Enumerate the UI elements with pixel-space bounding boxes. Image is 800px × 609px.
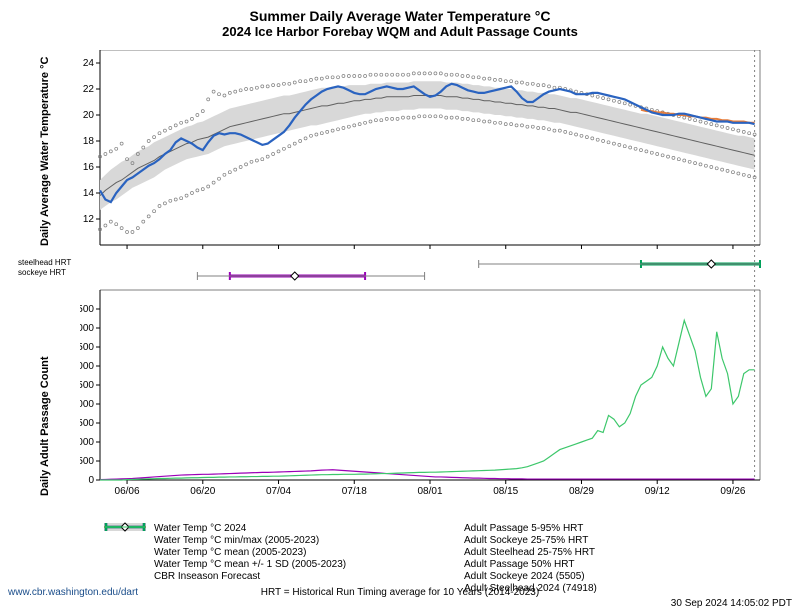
footer-url: www.cbr.washington.edu/dart: [8, 587, 138, 598]
svg-text:18: 18: [83, 136, 95, 147]
svg-text:500: 500: [80, 456, 94, 467]
chart-subtitle: 2024 Ice Harbor Forebay WQM and Adult Pa…: [0, 24, 800, 39]
chart-svg: 12 14 16 18 20 22 24 0 500 1000 1500 2000 2500 3000 35…: [80, 50, 770, 510]
legend-label: Adult Sockeye 25-75% HRT: [464, 535, 588, 546]
legend-item: Adult Steelhead 25-75% HRT: [410, 546, 720, 558]
svg-text:1500: 1500: [80, 418, 94, 429]
svg-text:1000: 1000: [80, 437, 94, 448]
svg-text:24: 24: [83, 58, 95, 69]
legend-left-column: Water Temp °C 2024Water Temp °C min/max …: [100, 522, 410, 594]
svg-text:3000: 3000: [80, 361, 94, 372]
svg-text:09/12: 09/12: [645, 486, 670, 497]
svg-text:20: 20: [83, 110, 95, 121]
svg-text:2500: 2500: [80, 380, 94, 391]
legend-label: Water Temp °C mean +/- 1 SD (2005-2023): [154, 559, 346, 570]
svg-text:22: 22: [83, 84, 95, 95]
svg-text:0: 0: [88, 475, 94, 486]
svg-text:09/26: 09/26: [720, 486, 745, 497]
svg-text:4000: 4000: [80, 323, 94, 334]
svg-text:14: 14: [83, 188, 95, 199]
legend-label: Adult Passage 5-95% HRT: [464, 523, 583, 534]
footer: www.cbr.washington.edu/dart HRT = Histor…: [0, 587, 800, 598]
svg-text:06/20: 06/20: [190, 486, 215, 497]
legend: Water Temp °C 2024Water Temp °C min/max …: [100, 522, 720, 594]
legend-label: CBR Inseason Forecast: [154, 571, 260, 582]
svg-text:08/29: 08/29: [569, 486, 594, 497]
svg-text:12: 12: [83, 214, 95, 225]
legend-item: Adult Passage 5-95% HRT: [410, 522, 720, 534]
legend-label: Adult Steelhead 25-75% HRT: [464, 547, 595, 558]
sockeye-hrt-label: sockeye HRT: [18, 268, 66, 277]
svg-text:2000: 2000: [80, 399, 94, 410]
legend-item: Adult Sockeye 2024 (5505): [410, 570, 720, 582]
legend-item: Water Temp °C min/max (2005-2023): [100, 534, 410, 546]
svg-text:06/06: 06/06: [115, 486, 140, 497]
svg-text:07/18: 07/18: [342, 486, 367, 497]
legend-item: Adult Sockeye 25-75% HRT: [410, 534, 720, 546]
svg-text:4500: 4500: [80, 304, 94, 315]
steelhead-hrt-label: steelhead HRT: [18, 258, 71, 267]
svg-text:08/01: 08/01: [417, 486, 442, 497]
y-axis-label-top: Daily Average Water Temperature °C: [39, 46, 51, 246]
chart-title: Summer Daily Average Water Temperature °…: [0, 0, 800, 24]
y-axis-label-bottom: Daily Adult Passage Count: [39, 316, 51, 496]
svg-text:07/04: 07/04: [266, 486, 291, 497]
legend-item: CBR Inseason Forecast: [100, 570, 410, 582]
svg-text:16: 16: [83, 162, 95, 173]
legend-label: Water Temp °C 2024: [154, 523, 246, 534]
svg-text:08/15: 08/15: [493, 486, 518, 497]
legend-label: Water Temp °C min/max (2005-2023): [154, 535, 319, 546]
chart-area: 12 14 16 18 20 22 24 0 500 1000 1500 2000 2500 3000 35…: [80, 50, 770, 510]
legend-item: Water Temp °C mean +/- 1 SD (2005-2023): [100, 558, 410, 570]
legend-label: Water Temp °C mean (2005-2023): [154, 547, 306, 558]
legend-label: Adult Passage 50% HRT: [464, 559, 574, 570]
legend-item: Adult Passage 50% HRT: [410, 558, 720, 570]
legend-right-column: Adult Passage 5-95% HRTAdult Sockeye 25-…: [410, 522, 720, 594]
legend-item: Water Temp °C mean (2005-2023): [100, 546, 410, 558]
svg-text:3500: 3500: [80, 342, 94, 353]
legend-label: Adult Sockeye 2024 (5505): [464, 571, 585, 582]
